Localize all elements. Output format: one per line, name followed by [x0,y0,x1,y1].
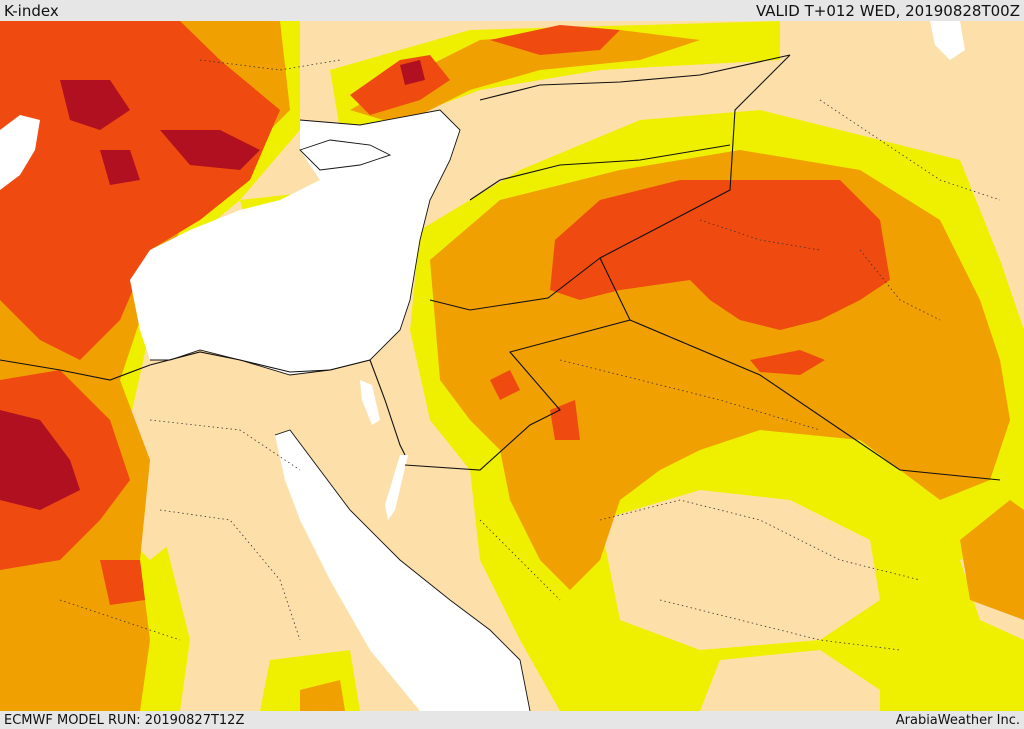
map-title: K-index [4,1,59,20]
coastlines [150,109,531,711]
mediterranean-sea [130,110,460,375]
region-boundaries [59,59,1001,651]
footer-bar: ECMWF MODEL RUN: 20190827T12Z ArabiaWeat… [0,711,1024,729]
header-bar: K-index VALID T+012 WED, 20190828T00Z [0,0,1024,21]
valid-time: VALID T+012 WED, 20190828T00Z [755,1,1020,20]
gulf-of-aqaba [385,455,408,520]
model-run: ECMWF MODEL RUN: 20190827T12Z [4,712,245,728]
caspian-patch [930,21,965,60]
gulf-of-suez [360,380,380,425]
low-k-land [100,430,1024,711]
sea-areas [0,21,965,711]
k-zone-level-4 [0,60,425,510]
red-sea [275,430,530,711]
k-index-map [0,21,1024,711]
aegean-sea-patch [0,115,40,190]
country-borders [0,54,1001,481]
credit: ArabiaWeather Inc. [895,712,1020,728]
